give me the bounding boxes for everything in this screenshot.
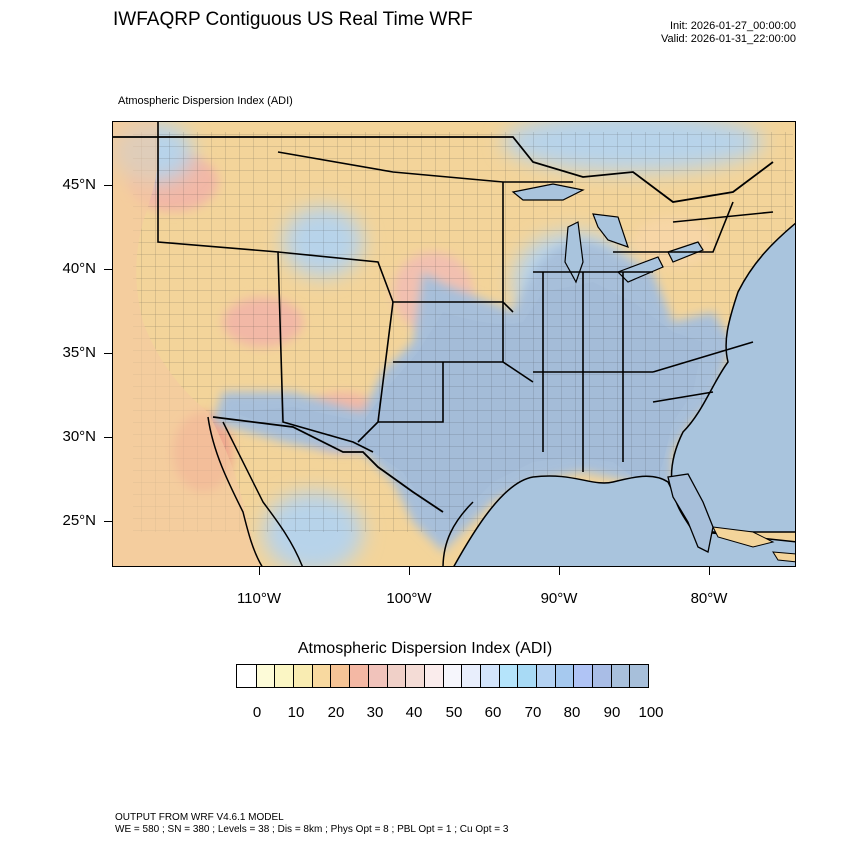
colorbar-swatch [311, 665, 331, 687]
colorbar-swatch [554, 665, 574, 687]
colorbar-swatch [592, 665, 611, 687]
international-borders [113, 136, 774, 513]
lat-label-30n: 30°N [62, 428, 96, 445]
colorbar-swatch [498, 665, 518, 687]
colorbar-swatch [330, 665, 350, 687]
caribbean-islands [712, 526, 795, 563]
map-title: IWFAQRP Contiguous US Real Time WRF [113, 9, 473, 30]
model-info: OUTPUT FROM WRF V4.6.1 MODEL WE = 580 ; … [115, 812, 508, 836]
colorbar-swatch [517, 665, 536, 687]
lat-label-35n: 35°N [62, 344, 96, 361]
lon-label-90w: 90°W [540, 590, 578, 607]
colorbar-swatch [610, 665, 630, 687]
colorbar-swatch [461, 665, 480, 687]
colorbar-title: Atmospheric Dispersion Index (ADI) [297, 640, 553, 657]
great-lakes [511, 183, 704, 284]
model-version: OUTPUT FROM WRF V4.6.1 MODEL [115, 812, 284, 823]
colorbar-swatch [629, 665, 649, 687]
colorbar-label: 0 [252, 704, 262, 721]
colorbar-swatch [386, 665, 406, 687]
colorbar-label: 10 [287, 704, 305, 721]
colorbar-label: 100 [638, 704, 664, 721]
lon-label-100w: 100°W [386, 590, 432, 607]
colorbar-swatch [573, 665, 593, 687]
lat-tick [104, 269, 112, 270]
lon-tick [709, 567, 710, 575]
colorbar-swatch [349, 665, 368, 687]
colorbar-swatch [255, 665, 275, 687]
field-name: Atmospheric Dispersion Index (ADI) [118, 95, 293, 107]
lon-tick [259, 567, 260, 575]
colorbar-swatch [536, 665, 555, 687]
lon-tick [559, 567, 560, 575]
valid-time: Valid: 2026-01-31_22:00:00 [661, 33, 796, 45]
colorbar-label: 80 [563, 704, 581, 721]
colorbar-label: 70 [524, 704, 542, 721]
colorbar-swatch [293, 665, 312, 687]
colorbar-swatch [442, 665, 462, 687]
colorbar-swatch [274, 665, 294, 687]
lat-label-40n: 40°N [62, 260, 96, 277]
lon-tick [409, 567, 410, 575]
lat-tick [104, 437, 112, 438]
colorbar-swatch [237, 665, 256, 687]
lon-label-80w: 80°W [690, 590, 728, 607]
colorbar-label: 40 [405, 704, 423, 721]
mexico-coast [207, 416, 474, 566]
lat-tick [104, 521, 112, 522]
colorbar-swatch [479, 665, 499, 687]
colorbar-label: 30 [366, 704, 384, 721]
colorbar-swatch [405, 665, 424, 687]
run-times: Init: 2026-01-27_00:00:00 Valid: 2026-01… [661, 20, 796, 46]
colorbar [236, 664, 650, 688]
init-time: Init: 2026-01-27_00:00:00 [670, 20, 796, 32]
lat-tick [104, 185, 112, 186]
pacific-ocean [113, 122, 262, 566]
state-boundaries [157, 122, 774, 472]
colorbar-swatch [423, 665, 443, 687]
lat-tick [104, 353, 112, 354]
colorbar-swatch [367, 665, 387, 687]
florida-peninsula [667, 473, 714, 553]
lat-label-45n: 45°N [62, 176, 96, 193]
model-config: WE = 580 ; SN = 380 ; Levels = 38 ; Dis … [115, 824, 509, 835]
adi-map [113, 122, 795, 566]
lat-label-25n: 25°N [62, 512, 96, 529]
colorbar-label: 20 [327, 704, 345, 721]
colorbar-label: 50 [445, 704, 463, 721]
colorbar-label: 60 [484, 704, 502, 721]
lon-label-110w: 110°W [236, 590, 282, 607]
colorbar-label: 90 [603, 704, 621, 721]
map-panel [112, 121, 796, 567]
